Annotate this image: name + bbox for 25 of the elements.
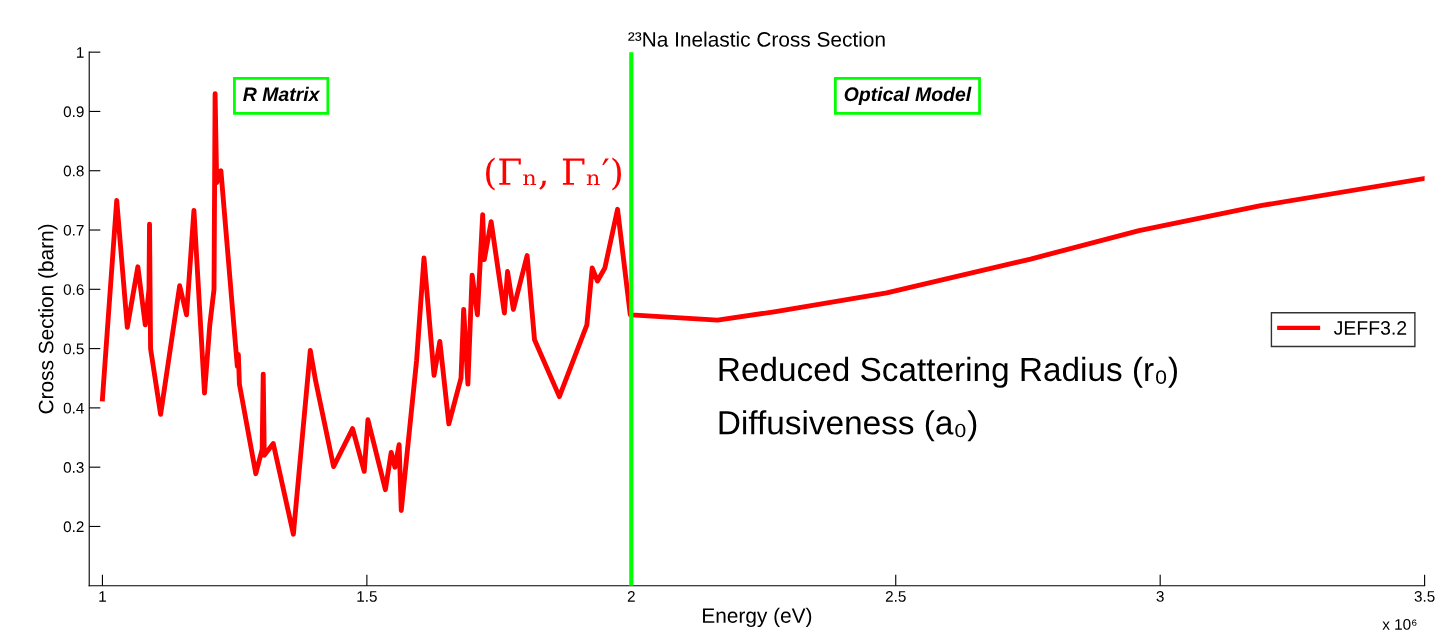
x-axis-title: Energy (eV)	[703, 607, 812, 628]
x-tick-label: 1	[99, 591, 106, 602]
x-tick-label: 1.5	[357, 591, 377, 602]
text: x 10⁶	[1382, 618, 1417, 630]
annotation: Optical Model	[844, 86, 972, 105]
annotation: Reduced Scattering Radius (r₀)	[719, 356, 1177, 388]
y-tick-label: 0.6	[63, 284, 84, 295]
annotation: R Matrix	[243, 86, 321, 102]
annotation: (Γₙ, Γₙ′)	[486, 157, 621, 191]
y-tick-label: 0.8	[63, 165, 84, 177]
y-tick-label: 0.2	[63, 521, 84, 533]
legend-label: JEFF3.2	[1333, 321, 1407, 335]
x-tick-label: 2.5	[885, 591, 906, 602]
x-tick-label: 2	[627, 591, 635, 602]
y-tick-label: 0.3	[63, 462, 84, 473]
y-axis-title: Cross Section (barn)	[38, 224, 58, 414]
annotation: Diffusiveness (a₀)	[719, 410, 977, 442]
y-tick-label: 0.4	[63, 402, 84, 414]
y-tick-label: 0.7	[63, 224, 84, 236]
chart-title: ²³Na Inelastic Cross Section	[628, 31, 885, 47]
y-tick-label: 0.9	[63, 106, 84, 118]
y-tick-label: 1	[77, 47, 84, 58]
x-tick-label: 3.5	[1414, 591, 1435, 602]
x-tick-label: 3	[1156, 591, 1164, 602]
y-tick-label: 0.5	[63, 343, 84, 355]
